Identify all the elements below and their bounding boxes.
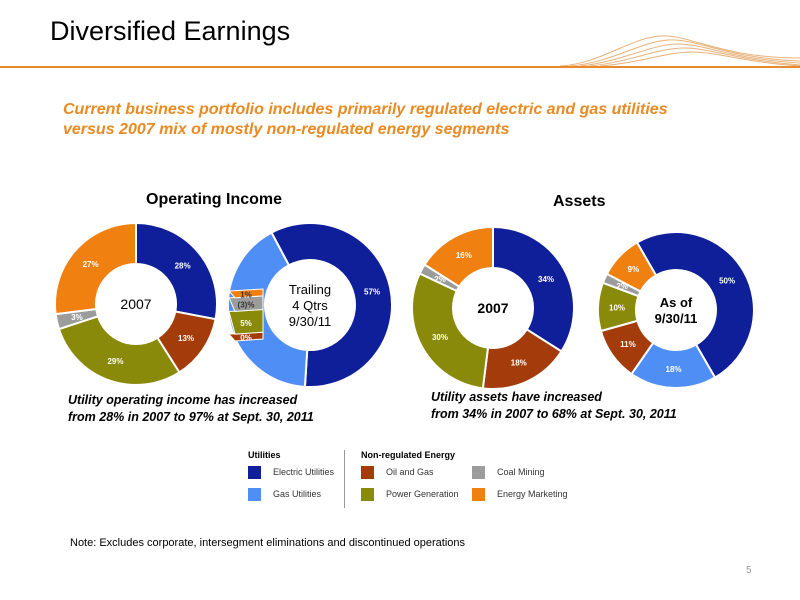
donut-chart-4: 50% 18% 11% 10% 2%9% As of9/30/11 xyxy=(597,231,755,389)
slice-label: 18% xyxy=(666,365,682,374)
slice-label: 27% xyxy=(83,260,99,269)
legend-item-gas-utilities: Gas Utilities xyxy=(248,487,321,501)
center-label: 9/30/11 xyxy=(289,314,331,329)
slice-label: 13% xyxy=(178,334,194,343)
legend: Utilities Non-regulated Energy Electric … xyxy=(248,450,578,510)
legend-label: Coal Mining xyxy=(497,467,545,477)
legend-swatch xyxy=(361,465,374,479)
legend-divider xyxy=(344,450,345,508)
center-label: 2007 xyxy=(477,300,508,316)
legend-swatch xyxy=(248,487,261,501)
legend-label: Energy Marketing xyxy=(497,489,568,499)
footnote: Note: Excludes corporate, intersegment e… xyxy=(70,537,466,549)
slice-label: 34% xyxy=(538,275,554,284)
donut-chart-3: 34% 18% 30% 2% 16% 2007 xyxy=(411,225,575,390)
slice-label: (3)% xyxy=(238,301,255,310)
donut-chart-1: 28% 13% 29% 3% 27% 2007 xyxy=(54,221,218,386)
slice-power-generation xyxy=(57,315,181,386)
subtitle-line-1: Current business portfolio includes prim… xyxy=(63,101,668,118)
slice-label: 10% xyxy=(609,304,625,313)
legend-utilities-heading: Utilities xyxy=(248,450,281,460)
slice-label: 18% xyxy=(511,359,527,368)
slice-label: 16% xyxy=(456,251,472,260)
slice-electric-utilities xyxy=(270,222,393,388)
assets-caption: Utility assets have increased from 34% i… xyxy=(431,389,677,423)
slice-label: 29% xyxy=(107,357,123,366)
slice-energy-marketing xyxy=(423,225,494,288)
slice-electric-utilities xyxy=(635,231,755,379)
operating-income-caption-line-1: Utility operating income has increased xyxy=(68,393,298,407)
legend-item-electric-utilities: Electric Utilities xyxy=(248,465,334,479)
slice-energy-marketing xyxy=(605,241,658,293)
assets-heading: Assets xyxy=(553,193,606,210)
legend-label: Oil and Gas xyxy=(386,467,434,477)
slice-label: 3% xyxy=(71,313,83,322)
center-label: 2007 xyxy=(120,296,151,312)
legend-nonreg-heading: Non-regulated Energy xyxy=(361,450,456,460)
slice-electric-utilities xyxy=(135,221,218,321)
slice-electric-utilities xyxy=(492,225,575,353)
legend-swatch xyxy=(472,487,485,501)
legend-label: Electric Utilities xyxy=(273,467,335,477)
operating-income-caption-line-2: from 28% in 2007 to 97% at Sept. 30, 201… xyxy=(68,410,314,424)
slice-label: 2% xyxy=(616,282,628,291)
slice-gas-utilities xyxy=(227,231,309,388)
legend-label: Gas Utilities xyxy=(273,489,322,499)
legend-item-oil-and-gas: Oil and Gas xyxy=(361,465,434,479)
slice-energy-marketing xyxy=(54,221,137,316)
decorative-waves xyxy=(560,35,800,67)
assets-caption-line-2: from 34% in 2007 to 68% at Sept. 30, 201… xyxy=(431,407,677,421)
slice-label: 30% xyxy=(432,333,448,342)
assets-caption-line-1: Utility assets have increased xyxy=(431,390,602,404)
header-rule xyxy=(0,66,800,68)
page-number: 5 xyxy=(746,565,752,576)
slice-label: 50% xyxy=(719,277,735,286)
slice-label: 57% xyxy=(364,288,380,297)
slice-label: 1% xyxy=(240,290,252,299)
slice-label: 28% xyxy=(175,261,191,270)
legend-label: Power Generation xyxy=(386,489,459,499)
legend-swatch xyxy=(248,465,261,479)
legend-item-energy-marketing: Energy Marketing xyxy=(472,487,568,501)
slice-label: 11% xyxy=(620,340,636,349)
slice-energy-marketing xyxy=(227,288,264,299)
legend-swatch xyxy=(361,487,374,501)
slice-power-generation xyxy=(411,272,490,390)
center-label: 4 Qtrs xyxy=(292,298,328,313)
legend-swatch xyxy=(472,465,485,479)
legend-item-coal-mining: Coal Mining xyxy=(472,465,545,479)
slice-label: 0% xyxy=(240,334,252,343)
legend-item-power-generation: Power Generation xyxy=(361,487,459,501)
center-label: As of xyxy=(660,295,693,310)
slice-label: 2% xyxy=(434,275,446,284)
operating-income-heading: Operating Income xyxy=(146,191,283,208)
subtitle-line-2: versus 2007 mix of mostly non-regulated … xyxy=(63,121,510,138)
slice-label: 9% xyxy=(628,265,640,274)
subtitle: Current business portfolio includes prim… xyxy=(63,100,763,140)
page-title: Diversified Earnings xyxy=(50,16,291,46)
center-label: 9/30/11 xyxy=(655,311,698,326)
operating-income-caption: Utility operating income has increased f… xyxy=(68,392,314,426)
center-label: Trailing xyxy=(289,282,331,297)
slice-label: 5% xyxy=(240,319,252,328)
